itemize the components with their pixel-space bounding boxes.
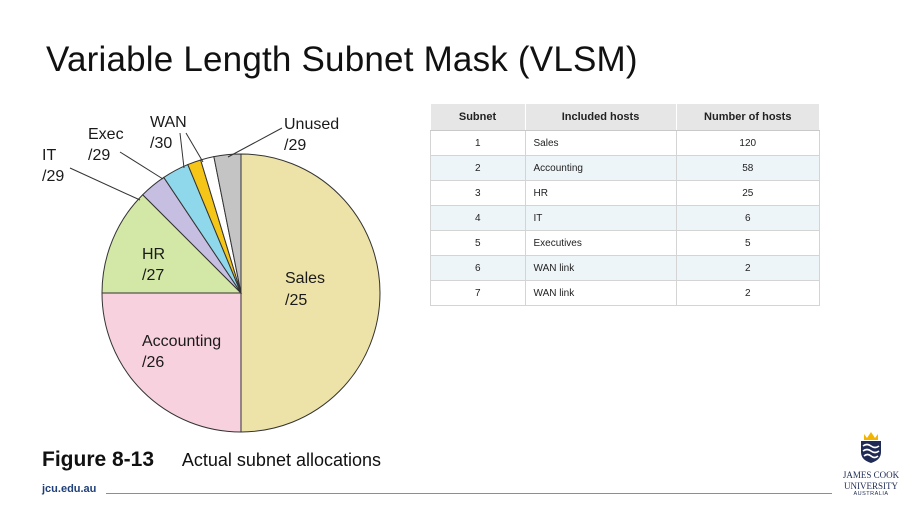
logo-line-1: JAMES COOK xyxy=(842,470,900,480)
label-wan-name: WAN xyxy=(150,114,187,131)
cell-subnet: 4 xyxy=(430,205,526,231)
table-row: 4 IT 6 xyxy=(430,205,820,231)
cell-hosts: HR xyxy=(525,180,677,206)
logo-line-3: AUSTRALIA xyxy=(853,491,889,497)
label-unused-name: Unused xyxy=(284,116,339,133)
cell-hosts: WAN link xyxy=(525,280,677,306)
label-exec-prefix: /29 xyxy=(88,147,110,164)
leader-wan xyxy=(179,132,185,169)
cell-subnet: 6 xyxy=(430,255,526,281)
logo-line-2: UNIVERSITY xyxy=(844,481,898,491)
label-hr-prefix: /27 xyxy=(142,267,164,284)
label-it-name: IT xyxy=(42,147,56,164)
label-sales-prefix: /25 xyxy=(285,292,307,309)
figure-label: Figure 8-13 xyxy=(42,448,155,471)
cell-count: 6 xyxy=(676,205,820,231)
cell-count: 58 xyxy=(676,155,820,181)
slide-title: Variable Length Subnet Mask (VLSM) xyxy=(46,40,638,79)
cell-hosts: Sales xyxy=(525,130,677,156)
label-unused-prefix: /29 xyxy=(284,137,306,154)
university-logo: JAMES COOK UNIVERSITY AUSTRALIA xyxy=(836,430,906,497)
leader-wan2 xyxy=(185,132,204,163)
table-row: 7 WAN link 2 xyxy=(430,280,820,306)
cell-hosts: IT xyxy=(525,205,677,231)
table-row: 3 HR 25 xyxy=(430,180,820,206)
table-row: 5 Executives 5 xyxy=(430,230,820,256)
cell-subnet: 5 xyxy=(430,230,526,256)
footer-divider xyxy=(106,493,832,494)
cell-hosts: WAN link xyxy=(525,255,677,281)
cell-hosts: Accounting xyxy=(525,155,677,181)
leader-it xyxy=(69,167,141,201)
table-row: 1 Sales 120 xyxy=(430,130,820,156)
cell-count: 120 xyxy=(676,130,820,156)
table-row: 6 WAN link 2 xyxy=(430,255,820,281)
table-row: 2 Accounting 58 xyxy=(430,155,820,181)
table-header-row: Subnet Included hosts Number of hosts xyxy=(430,104,820,131)
header-number-of-hosts: Number of hosts xyxy=(676,104,820,131)
label-exec-name: Exec xyxy=(88,126,124,143)
leader-exec xyxy=(119,151,164,180)
label-accounting-name: Accounting xyxy=(142,333,221,350)
header-subnet: Subnet xyxy=(430,104,526,131)
header-included-hosts: Included hosts xyxy=(525,104,677,131)
footer-url[interactable]: jcu.edu.au xyxy=(42,483,97,495)
cell-subnet: 2 xyxy=(430,155,526,181)
subnet-allocation-table: Subnet Included hosts Number of hosts 1 … xyxy=(430,104,820,306)
cell-subnet: 7 xyxy=(430,280,526,306)
label-accounting-prefix: /26 xyxy=(142,354,164,371)
label-hr-name: HR xyxy=(142,246,165,263)
label-sales-name: Sales xyxy=(285,270,325,287)
pie-slice-sales-0 xyxy=(240,153,381,433)
figure-description: Actual subnet allocations xyxy=(181,450,382,470)
cell-count: 25 xyxy=(676,180,820,206)
leader-unused xyxy=(227,127,283,158)
cell-count: 5 xyxy=(676,230,820,256)
label-it-prefix: /29 xyxy=(42,168,64,185)
subnet-pie-chart: IT /29 Exec /29 WAN /30 Unused /29 Sales… xyxy=(42,114,381,433)
cell-count: 2 xyxy=(676,255,820,281)
cell-subnet: 3 xyxy=(430,180,526,206)
pie-slice-accounting-1 xyxy=(101,292,242,433)
label-wan-prefix: /30 xyxy=(150,135,172,152)
cell-subnet: 1 xyxy=(430,130,526,156)
pie-slice-unused-7 xyxy=(213,153,242,294)
cell-hosts: Executives xyxy=(525,230,677,256)
cell-count: 2 xyxy=(676,280,820,306)
crest-icon xyxy=(861,432,881,463)
figure-caption: Figure 8-13 Actual subnet allocations xyxy=(42,448,381,472)
